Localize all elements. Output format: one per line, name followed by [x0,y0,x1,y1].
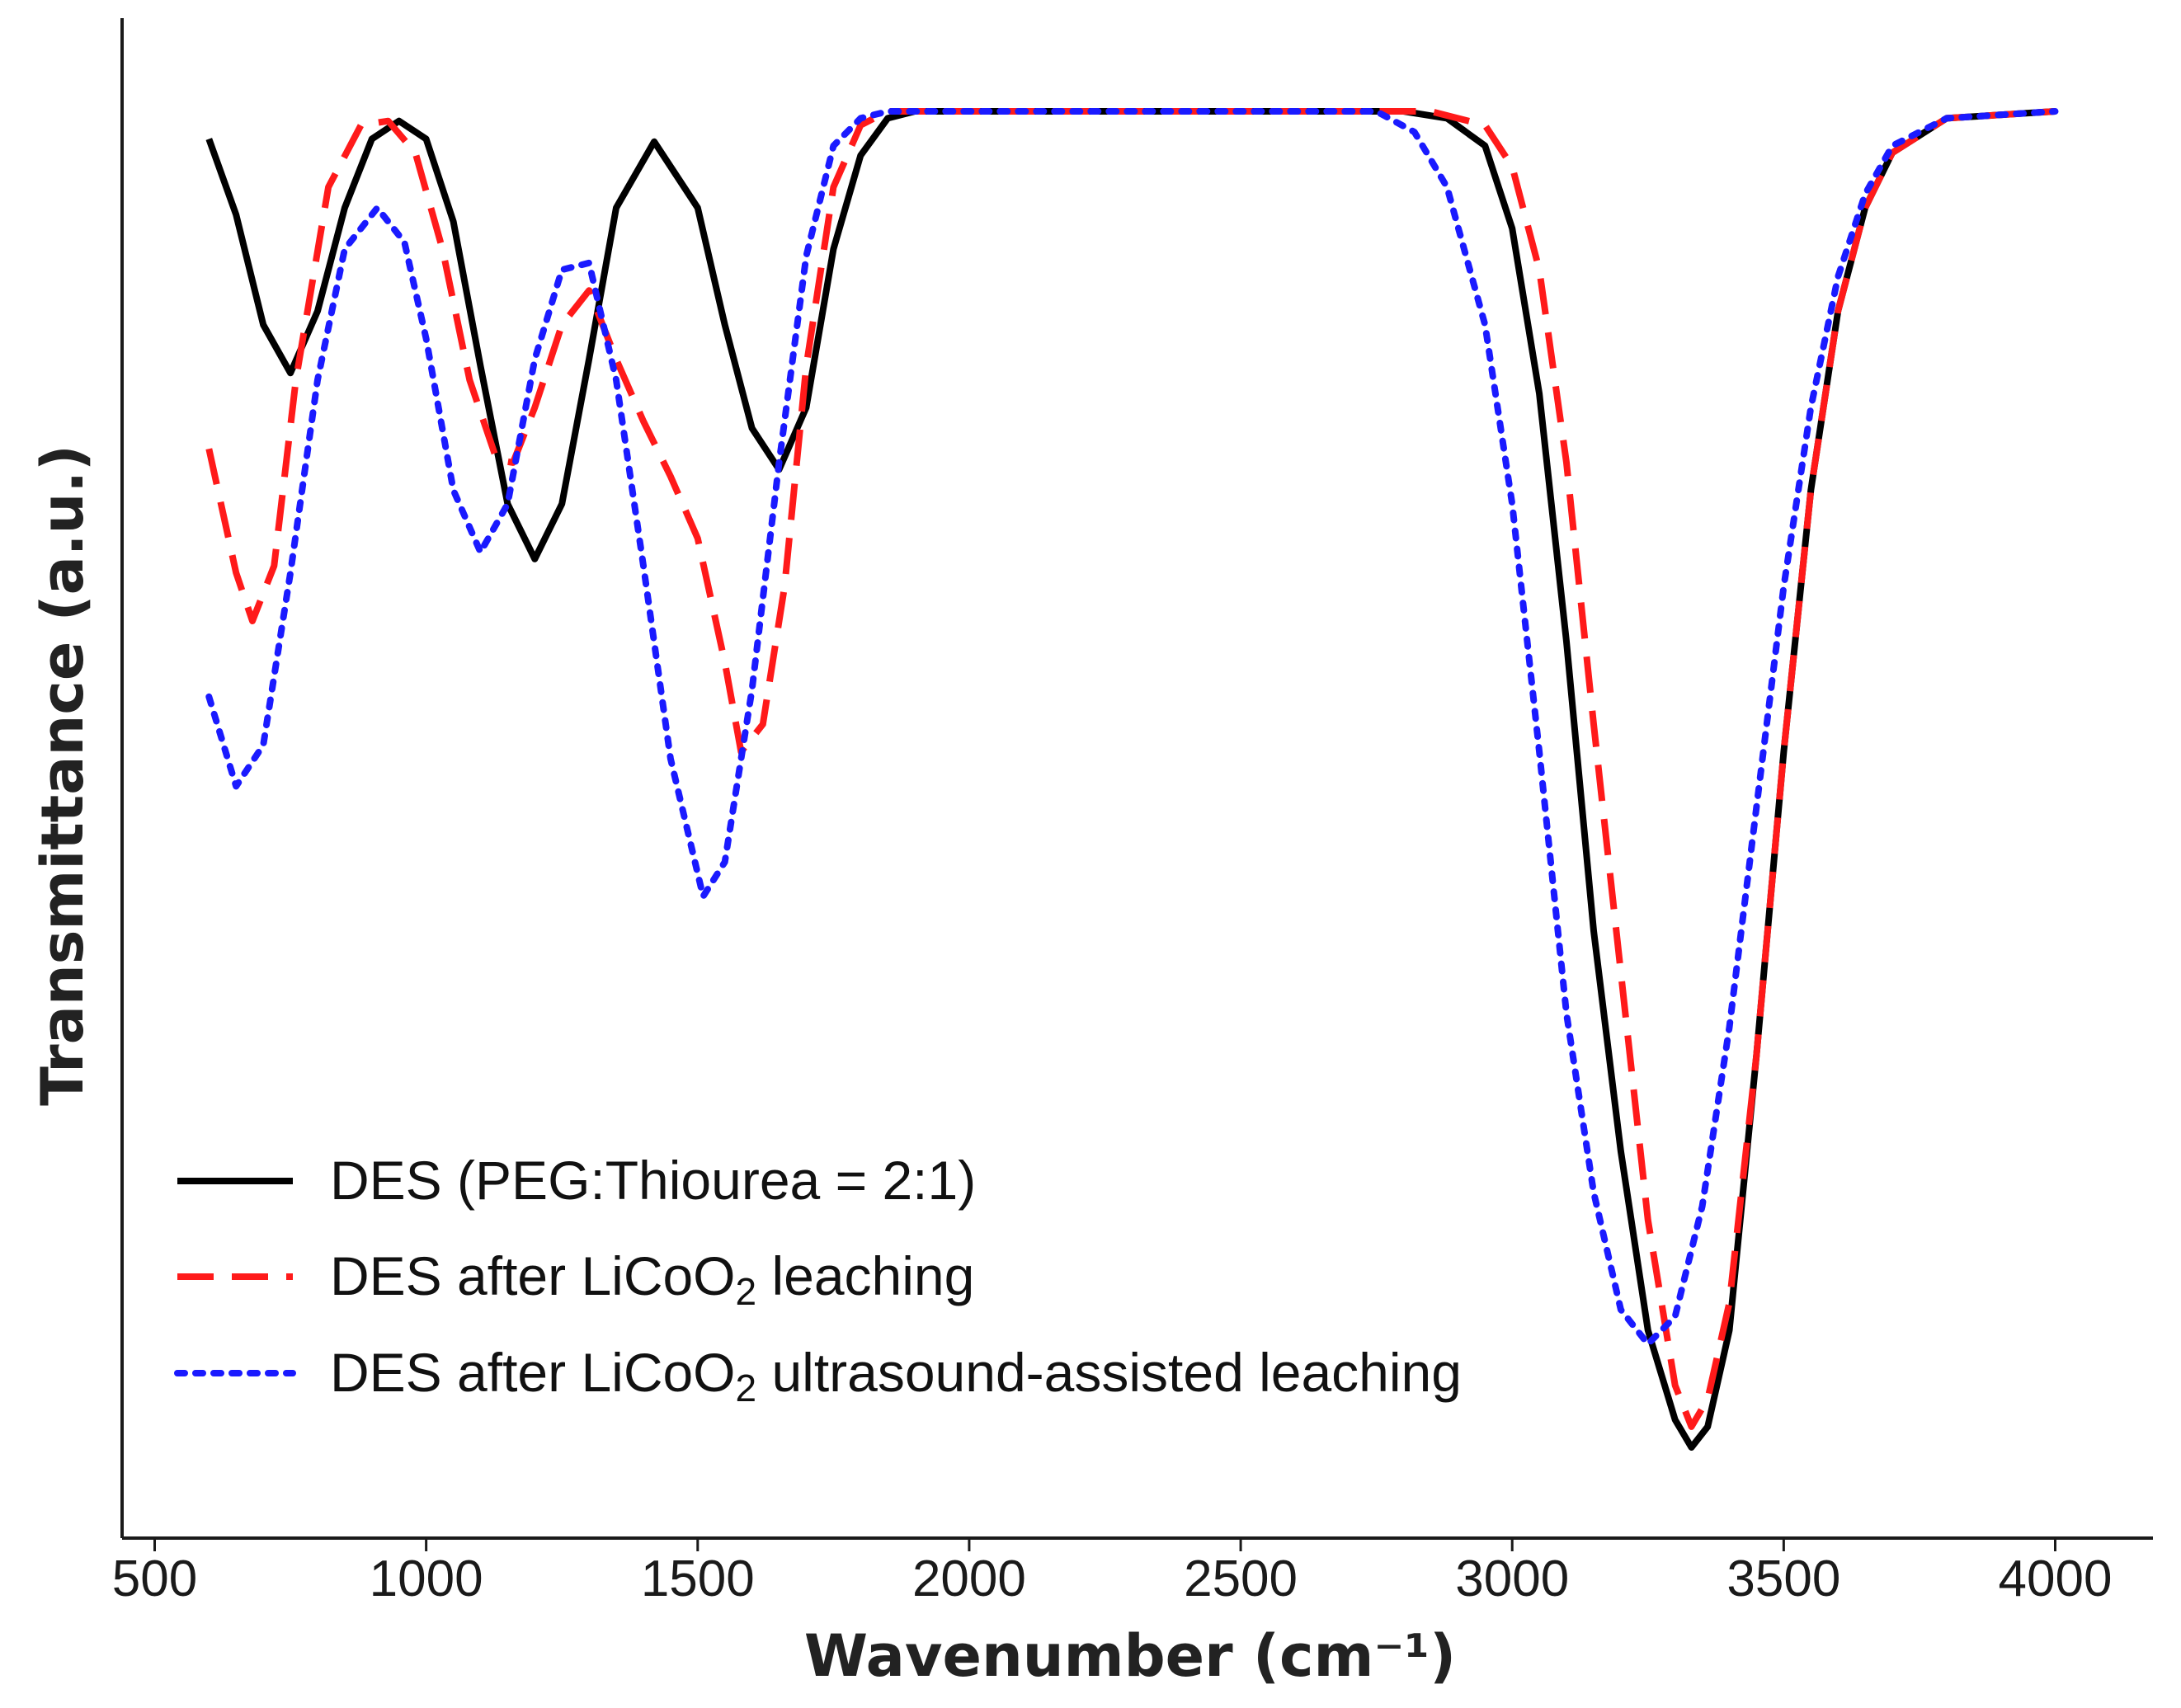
x-tick-label: 1500 [641,1550,755,1607]
y-axis-title: Transmittance (a.u.) [29,445,97,1106]
series-layer [205,108,2059,1451]
series-line-2 [205,108,2056,1430]
series-line-3 [205,108,2059,1348]
x-tick-label: 2500 [1184,1550,1298,1607]
x-tick-label: 2000 [912,1550,1026,1607]
legend-label-3: DES after LiCoO2 ultrasound-assisted lea… [330,1342,1462,1409]
legend: DES (PEG:Thiourea = 2:1) DES after LiCoO2… [174,1150,1462,1409]
plot-axes: 500 1000 1500 2000 2500 3000 3500 4000 [112,18,2153,1607]
x-axis-title: Wavenumber (cm⁻¹) [804,1622,1456,1690]
x-tick-label: 1000 [370,1550,483,1607]
x-tick-label: 3500 [1726,1550,1840,1607]
legend-label-2: DES after LiCoO2 leaching [330,1245,974,1313]
series-line-1 [205,108,2056,1451]
x-tick-label: 500 [112,1550,197,1607]
x-tick-label: 4000 [1999,1550,2113,1607]
x-tick-label: 3000 [1455,1550,1569,1607]
legend-label-1: DES (PEG:Thiourea = 2:1) [330,1150,976,1211]
